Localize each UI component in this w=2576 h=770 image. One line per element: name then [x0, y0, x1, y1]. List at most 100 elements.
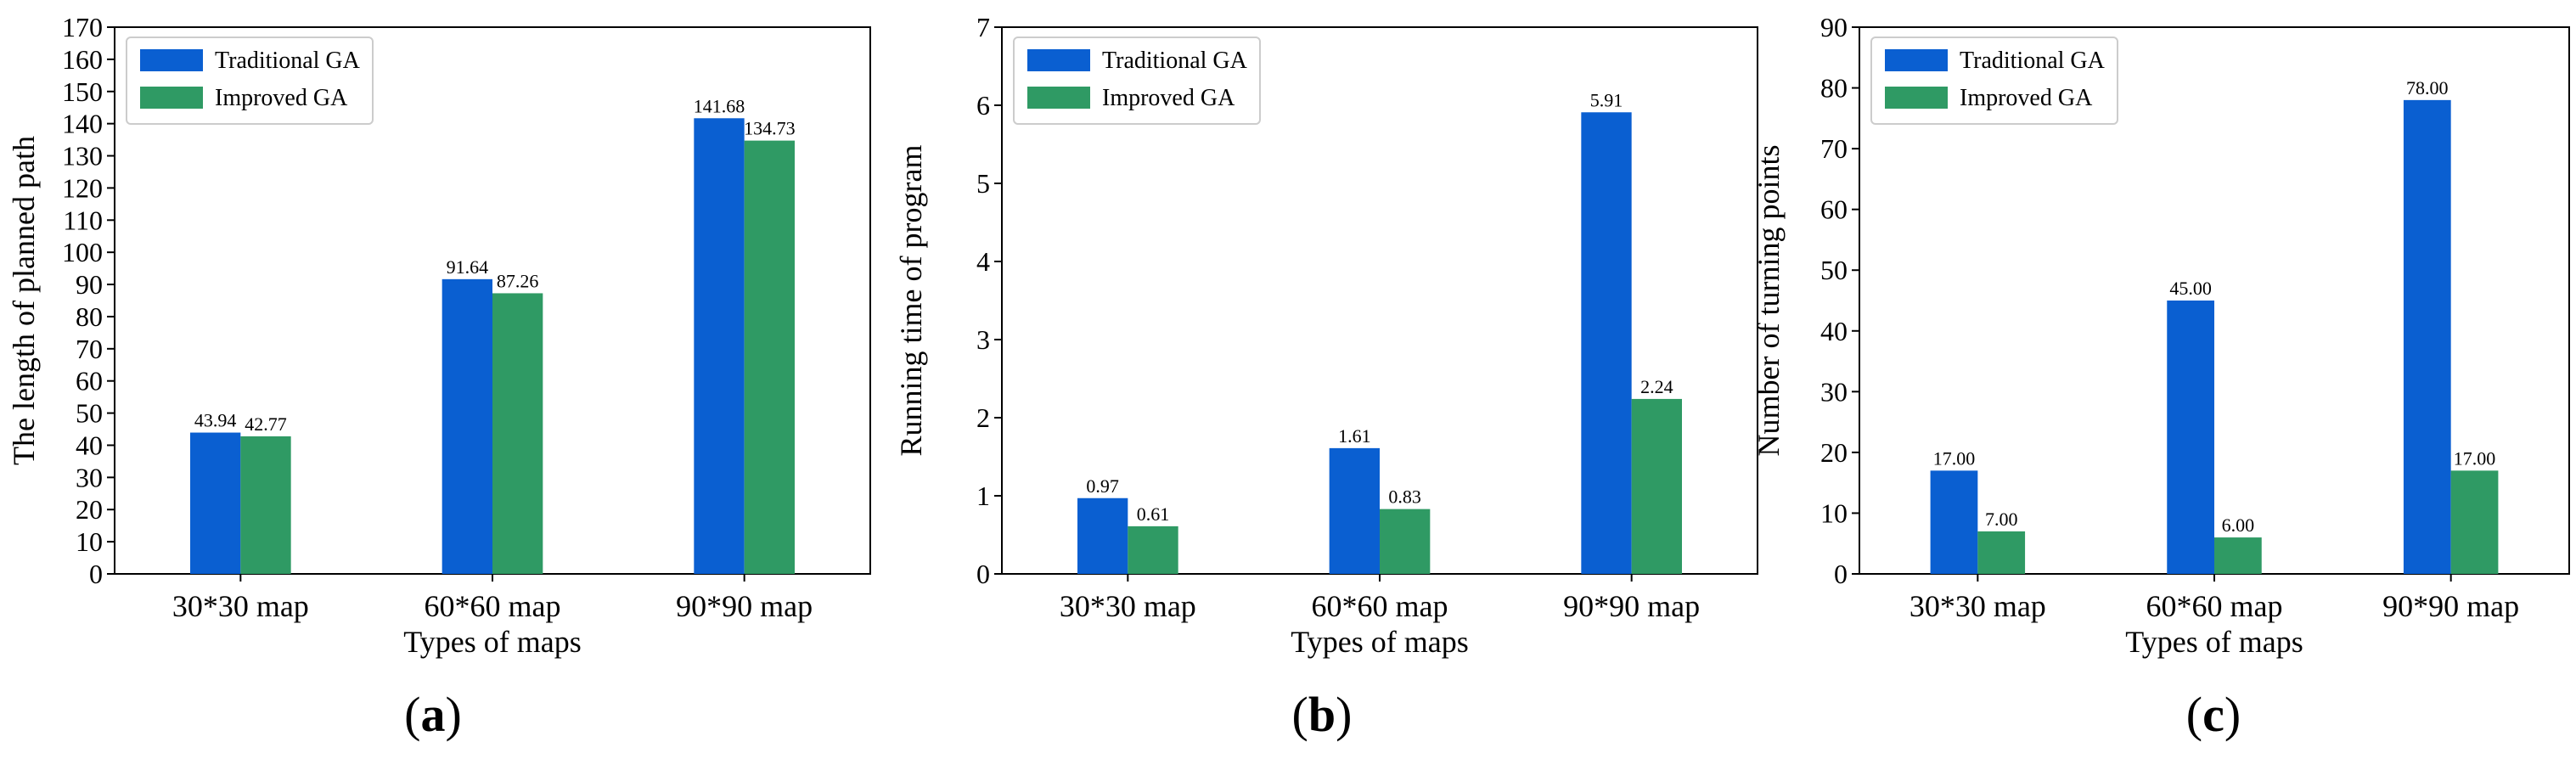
bar	[2167, 301, 2214, 574]
x-tick-label: 90*90 map	[1563, 589, 1700, 623]
x-axis-label: Types of maps	[1291, 625, 1468, 659]
data-label: 0.83	[1388, 486, 1421, 508]
data-label: 17.00	[2454, 447, 2496, 469]
y-tick-label: 90	[76, 269, 103, 300]
data-label: 87.26	[497, 270, 539, 291]
y-tick-label: 3	[976, 324, 990, 355]
x-axis-label: Types of maps	[403, 625, 581, 659]
data-label: 42.77	[245, 413, 287, 435]
legend-swatch	[1027, 49, 1090, 71]
y-tick-label: 80	[76, 301, 103, 332]
y-tick-label: 100	[62, 237, 103, 267]
data-label: 91.64	[447, 256, 489, 278]
legend-swatch	[1885, 87, 1948, 109]
bar	[1581, 112, 1632, 574]
x-tick-label: 30*30 map	[172, 589, 309, 623]
y-tick-label: 130	[62, 141, 103, 171]
y-tick-label: 0	[1834, 559, 1848, 589]
legend-label: Improved GA	[1960, 85, 2093, 111]
panel-caption-b: (b)	[1291, 687, 1353, 742]
y-tick-label: 10	[76, 526, 103, 557]
data-label: 45.00	[2169, 278, 2212, 299]
bar	[1977, 531, 2026, 574]
x-tick-label: 60*60 map	[1312, 589, 1448, 623]
x-axis-label: Types of maps	[2125, 625, 2303, 659]
bar	[240, 436, 291, 574]
bar	[2450, 470, 2499, 574]
data-label: 2.24	[1640, 376, 1673, 397]
x-tick-label: 60*60 map	[425, 589, 561, 623]
legend-swatch	[140, 49, 203, 71]
data-label: 0.61	[1137, 503, 1170, 525]
x-tick-label: 30*30 map	[1910, 589, 2046, 623]
panel-caption-c: (c)	[2185, 687, 2241, 742]
legend-label: Improved GA	[1102, 85, 1235, 111]
y-tick-label: 170	[62, 12, 103, 42]
y-tick-label: 4	[976, 246, 990, 277]
y-tick-label: 6	[976, 90, 990, 121]
y-tick-label: 80	[1820, 73, 1848, 104]
y-axis-label: Number of turning points	[1752, 145, 1786, 457]
bar	[2403, 99, 2451, 574]
x-tick-label: 60*60 map	[2146, 589, 2283, 623]
y-tick-label: 110	[63, 205, 103, 235]
y-tick-label: 150	[62, 76, 103, 107]
y-tick-label: 7	[976, 12, 990, 42]
bar	[492, 293, 543, 574]
y-tick-label: 50	[76, 398, 103, 429]
bar	[694, 118, 745, 574]
legend-label: Traditional GA	[215, 48, 361, 74]
bar	[1631, 398, 1682, 574]
y-tick-label: 40	[1820, 316, 1848, 346]
bar	[1128, 526, 1178, 574]
legend-label: Traditional GA	[1960, 48, 2106, 74]
legend-swatch	[1885, 49, 1948, 71]
data-label: 1.61	[1338, 425, 1371, 447]
y-axis-label: The length of planned path	[7, 136, 41, 465]
legend-label: Improved GA	[215, 85, 348, 111]
y-tick-label: 60	[1820, 194, 1848, 225]
y-tick-label: 160	[62, 44, 103, 75]
y-tick-label: 50	[1820, 255, 1848, 285]
y-tick-label: 140	[62, 109, 103, 139]
y-axis-label: Running time of program	[894, 145, 928, 457]
y-tick-label: 2	[976, 402, 990, 433]
x-tick-label: 30*30 map	[1060, 589, 1196, 623]
bar	[1380, 509, 1431, 574]
data-label: 7.00	[1985, 509, 2018, 530]
y-tick-label: 20	[1820, 437, 1848, 468]
data-label: 78.00	[2406, 77, 2449, 98]
bar	[1077, 497, 1128, 574]
legend-swatch	[140, 87, 203, 109]
y-tick-label: 10	[1820, 497, 1848, 528]
data-label: 5.91	[1590, 89, 1623, 110]
data-label: 6.00	[2222, 514, 2255, 536]
y-tick-label: 0	[976, 559, 990, 589]
y-tick-label: 70	[1820, 133, 1848, 164]
legend-swatch	[1027, 87, 1090, 109]
data-label: 17.00	[1933, 447, 1976, 469]
data-label: 43.94	[194, 410, 237, 431]
panel-caption-a: (a)	[404, 687, 462, 742]
y-tick-label: 5	[976, 168, 990, 199]
y-tick-label: 120	[62, 172, 103, 203]
y-tick-label: 90	[1820, 12, 1848, 42]
bar	[442, 278, 492, 574]
data-label: 134.73	[744, 118, 796, 139]
bar	[1329, 447, 1380, 574]
data-label: 141.68	[694, 95, 745, 116]
x-tick-label: 90*90 map	[676, 589, 813, 623]
bar	[744, 140, 795, 574]
y-tick-label: 70	[76, 334, 103, 364]
bar	[2214, 537, 2262, 574]
y-tick-label: 0	[89, 559, 103, 589]
bar	[1930, 470, 1978, 574]
legend-label: Traditional GA	[1102, 48, 1248, 74]
y-tick-label: 30	[76, 462, 103, 492]
x-tick-label: 90*90 map	[2382, 589, 2519, 623]
data-label: 0.97	[1086, 475, 1119, 497]
y-tick-label: 60	[76, 366, 103, 396]
bar	[190, 432, 241, 574]
